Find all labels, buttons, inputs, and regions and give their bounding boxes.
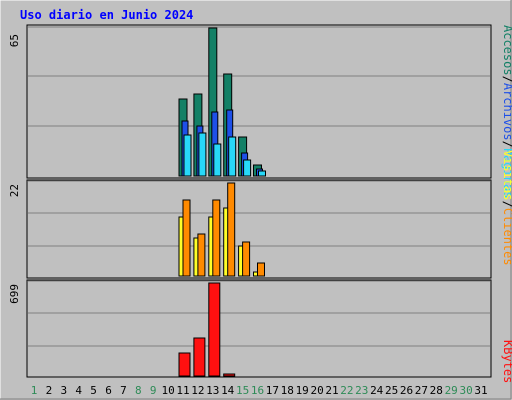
bars (178, 27, 266, 377)
x-tick-label: 19 (296, 384, 309, 397)
bar-paginas-day-14 (228, 136, 237, 177)
bar-clientes-day-11 (182, 199, 191, 277)
x-tick-label: 29 (445, 384, 458, 397)
x-tick-label: 2 (46, 384, 53, 397)
bar-clientes-day-14 (227, 182, 236, 277)
bar-kbytes-day-11 (178, 352, 191, 377)
x-tick-label: 27 (415, 384, 428, 397)
chart-title: Uso diario en Junio 2024 (20, 8, 193, 22)
x-tick-label: 10 (161, 384, 174, 397)
bar-paginas-day-16 (258, 170, 266, 177)
legend-archivos: Archivos (501, 83, 512, 141)
x-tick-label: 28 (430, 384, 443, 397)
x-tick-label: 23 (355, 384, 368, 397)
x-tick-label: 7 (120, 384, 127, 397)
x-tick-label: 1 (31, 384, 38, 397)
legend-middle: Visitas/Clientes (501, 150, 512, 266)
x-tick-label: 21 (325, 384, 338, 397)
bar-paginas-day-12 (198, 132, 207, 177)
legend-bottom: KBytes (501, 340, 512, 383)
bar-clientes-day-13 (212, 199, 221, 277)
x-tick-label: 13 (206, 384, 219, 397)
x-tick-label: 22 (340, 384, 353, 397)
middle-panel-frame (26, 179, 492, 279)
x-tick-label: 5 (90, 384, 97, 397)
legend-separator: / (501, 76, 512, 83)
bar-clientes-day-16 (257, 262, 265, 277)
bar-kbytes-day-13 (208, 282, 221, 377)
x-tick-label: 11 (176, 384, 189, 397)
bar-kbytes-day-12 (193, 337, 206, 377)
x-tick-label: 12 (191, 384, 204, 397)
legend-visitas: Visitas (501, 150, 512, 201)
legend-clientes: Clientes (501, 208, 512, 266)
x-tick-label: 24 (370, 384, 384, 397)
x-tick-label: 20 (310, 384, 323, 397)
bar-paginas-day-15 (243, 159, 252, 177)
legend-separator: / (501, 141, 512, 148)
top-panel-max-label: 65 (8, 34, 21, 47)
x-tick-label: 25 (385, 384, 398, 397)
bottom-panel-frame (26, 279, 492, 378)
bottom-panel-max-label: 699 (8, 284, 21, 304)
x-tick-label: 26 (400, 384, 413, 397)
panels (26, 24, 492, 378)
x-tick-label: 18 (281, 384, 294, 397)
x-tick-label: 30 (459, 384, 472, 397)
bar-paginas-day-11 (183, 134, 192, 177)
top-panel-frame (26, 24, 492, 179)
legend-accesos: Accesos (501, 25, 512, 76)
x-tick-label: 31 (474, 384, 487, 397)
legend-top: Accesos/Archivos/Páginas (501, 25, 512, 198)
bar-kbytes-day-14 (223, 373, 236, 377)
middle-panel-max-label: 22 (8, 184, 21, 197)
x-tick-label: 16 (251, 384, 264, 397)
x-tick-label: 4 (75, 384, 82, 397)
x-tick-label: 17 (266, 384, 279, 397)
x-tick-label: 6 (105, 384, 112, 397)
bar-clientes-day-12 (197, 233, 206, 277)
x-tick-label: 15 (236, 384, 249, 397)
legend-kbytes: KBytes (501, 340, 512, 383)
x-tick-label: 3 (60, 384, 67, 397)
x-tick-label: 8 (135, 384, 142, 397)
legend-separator: / (501, 201, 512, 208)
x-tick-label: 9 (150, 384, 157, 397)
x-axis-labels: 1 2 3 4 5 6 7 8 9 10 11 12 13 14 15 16 17 18 19 20 21 22 23 24 2… (31, 384, 488, 397)
bar-paginas-day-13 (213, 143, 222, 177)
x-tick-label: 14 (221, 384, 235, 397)
bar-clientes-day-15 (242, 241, 251, 277)
legend-paginas: Páginas (501, 148, 512, 199)
